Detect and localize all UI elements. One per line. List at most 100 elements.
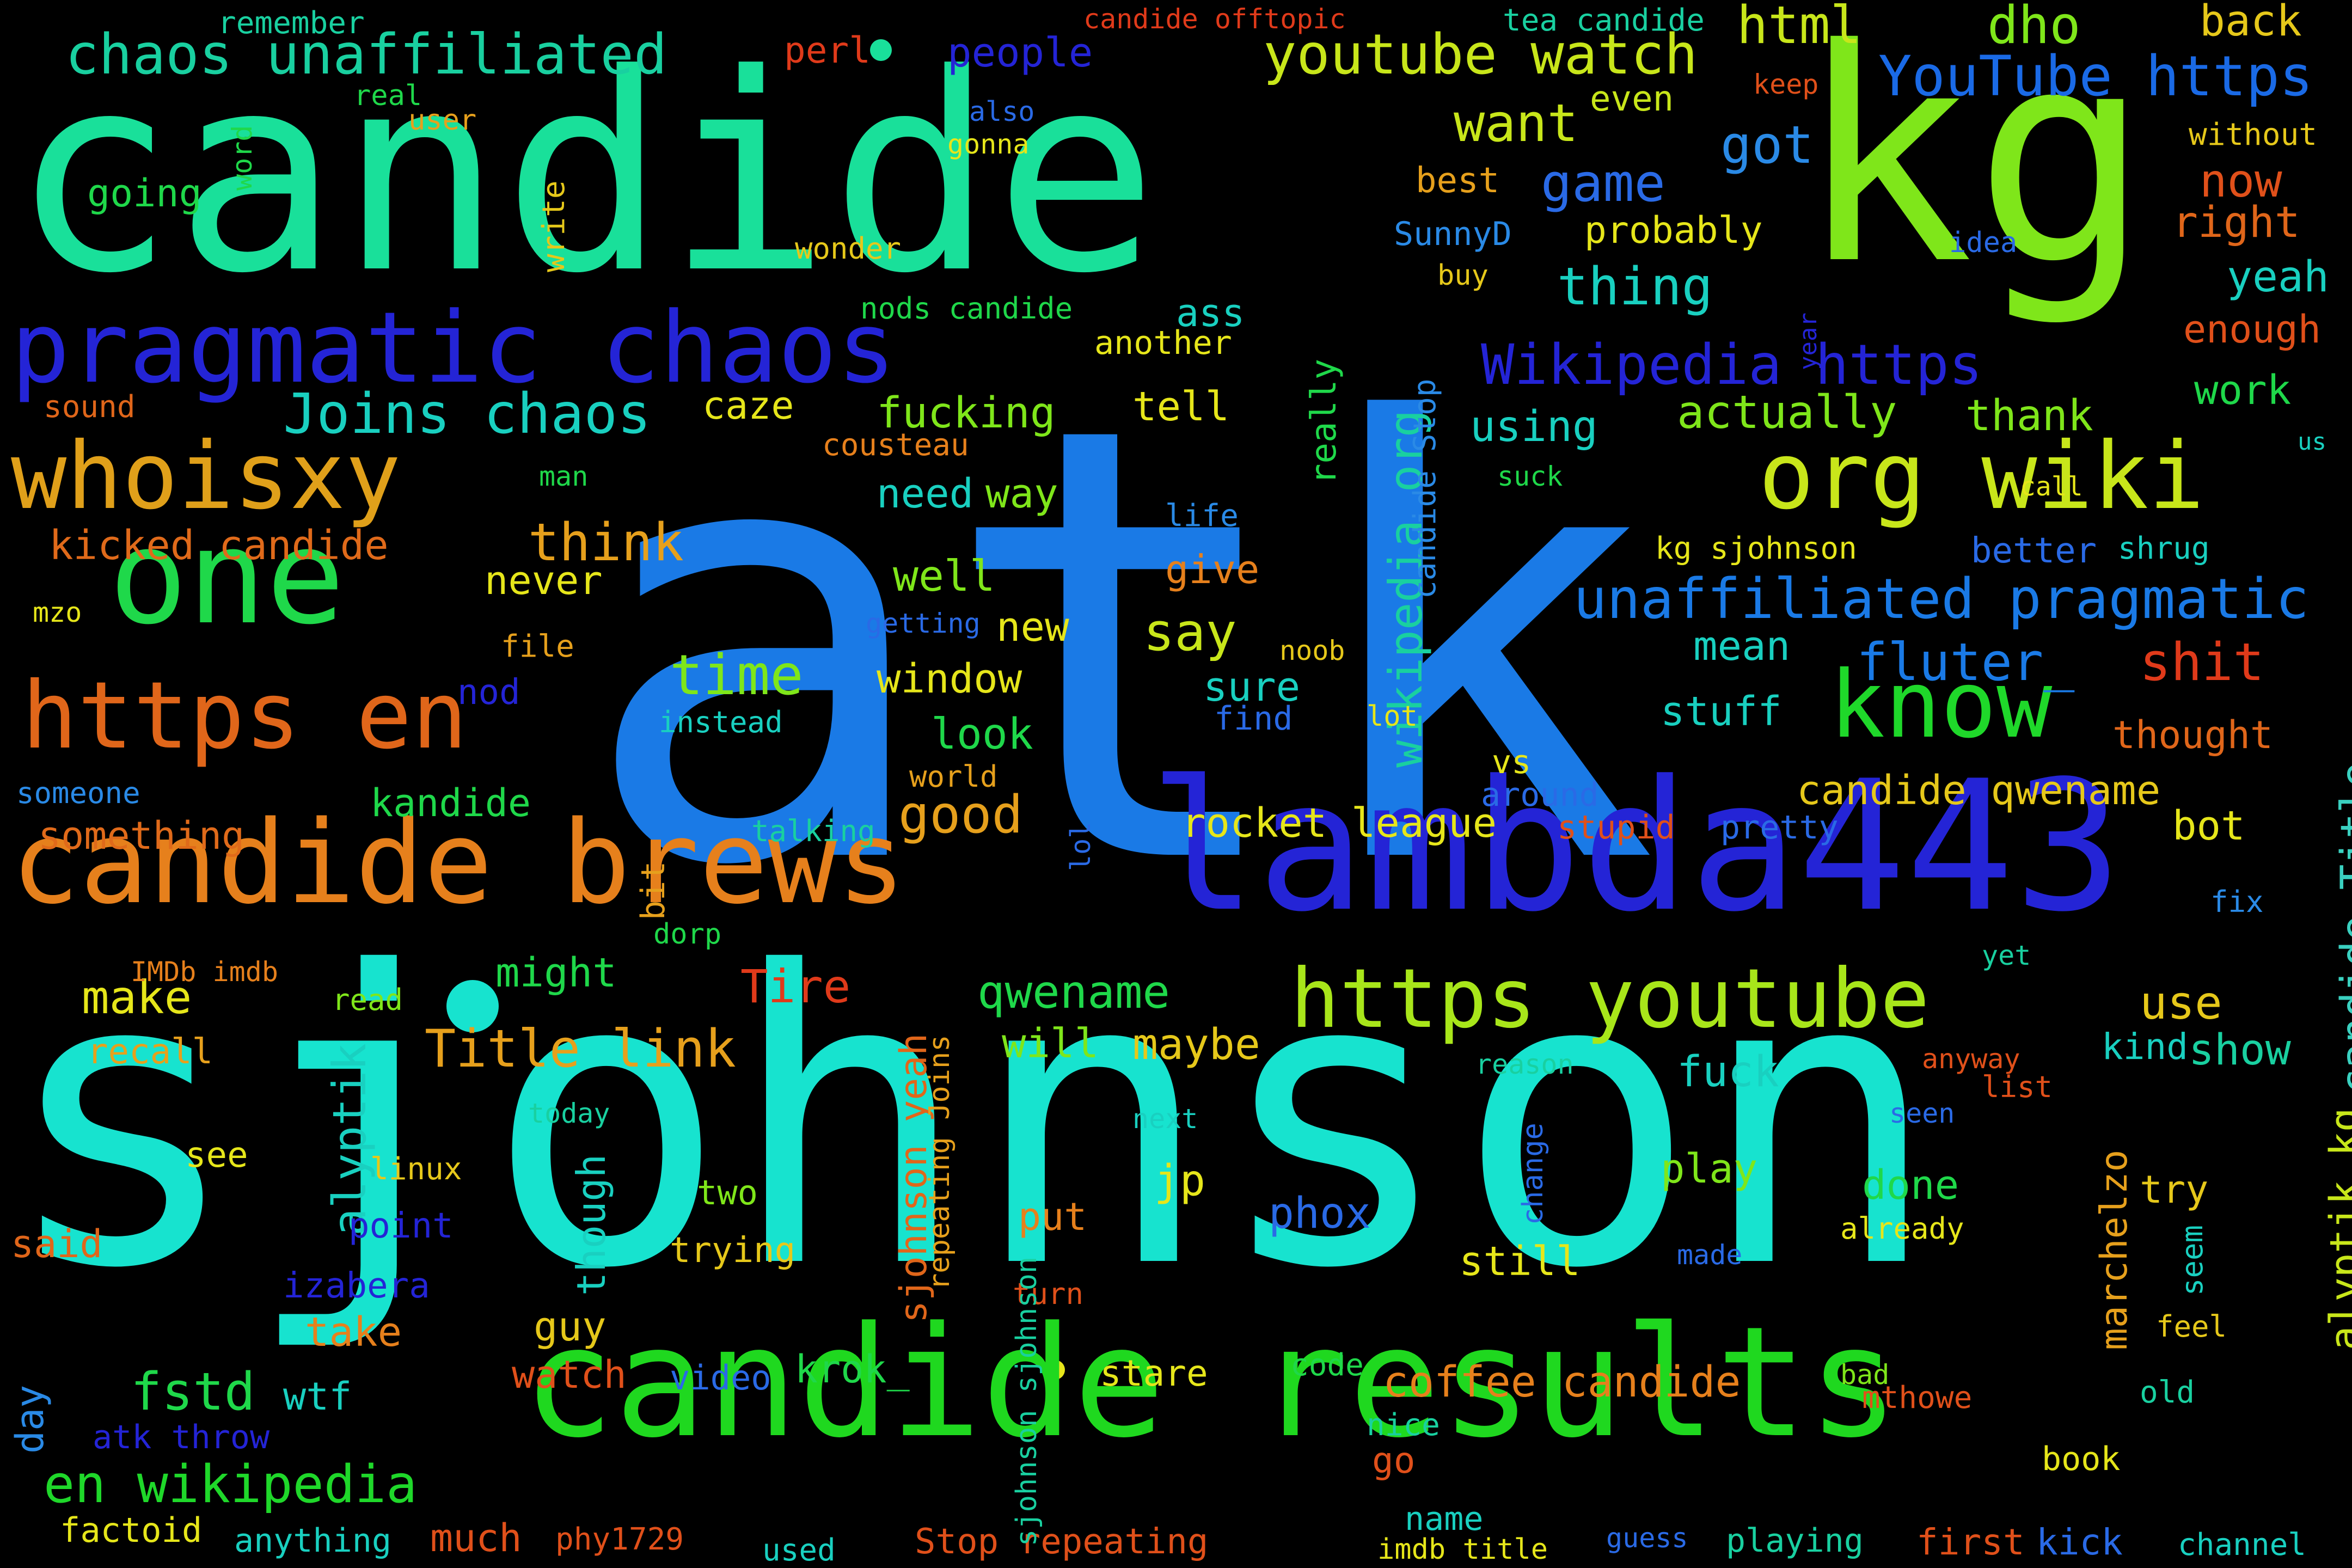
- cloud-word: still: [1459, 1238, 1581, 1285]
- cloud-word: https en: [22, 662, 468, 770]
- cloud-word: mzo: [33, 597, 82, 628]
- cloud-word: book: [2042, 1440, 2121, 1478]
- cloud-word: pretty: [1720, 808, 1839, 847]
- cloud-word: anyway: [1922, 1043, 2020, 1075]
- cloud-word: atk: [577, 299, 1659, 996]
- cloud-word: YouTube https: [1878, 44, 2313, 109]
- cloud-word: Joins chaos: [283, 382, 651, 446]
- cloud-word: video: [670, 1358, 771, 1398]
- cloud-word: en wikipedia: [44, 1455, 418, 1515]
- cloud-word: code: [1290, 1347, 1364, 1383]
- cloud-word: see: [185, 1135, 248, 1175]
- cloud-word: first: [1916, 1521, 2025, 1563]
- cloud-word: stare: [1100, 1352, 1208, 1394]
- cloud-word: remember: [218, 5, 365, 41]
- cloud-word: want: [1454, 94, 1578, 154]
- cloud-word: unaffiliated pragmatic: [1573, 567, 2310, 632]
- cloud-word: something: [38, 813, 245, 858]
- cloud-word: mthowe: [1862, 1380, 1973, 1416]
- cloud-word: kg sjohnson: [1655, 531, 1857, 566]
- cloud-word: work: [2194, 367, 2292, 414]
- cloud-word: qwename: [977, 965, 1171, 1019]
- cloud-word: jp: [1154, 1156, 1205, 1205]
- cloud-word: seen: [1889, 1098, 1955, 1129]
- cloud-word: gonna: [947, 128, 1030, 160]
- cloud-word: best: [1416, 161, 1500, 201]
- cloud-word: nod: [457, 672, 520, 713]
- cloud-word: read: [332, 983, 403, 1017]
- cloud-word: actually: [1677, 385, 1897, 439]
- cloud-word: new: [996, 604, 1069, 651]
- cloud-word: probably: [1584, 209, 1763, 252]
- cloud-word: said: [11, 1222, 103, 1266]
- cloud-word: need: [877, 470, 974, 517]
- cloud-word: kg: [1797, 0, 2151, 329]
- cloud-word: candide results: [523, 1294, 1900, 1472]
- cloud-word: time: [670, 643, 804, 708]
- cloud-word: dho: [1987, 0, 2081, 56]
- cloud-word: guess: [1606, 1522, 1688, 1554]
- cloud-word: well: [893, 552, 995, 601]
- cloud-word: good: [898, 785, 1023, 845]
- cloud-word: reason: [1475, 1049, 1574, 1080]
- cloud-word: next: [1132, 1103, 1198, 1135]
- cloud-word: nice: [1367, 1407, 1440, 1443]
- cloud-word: think: [528, 513, 684, 573]
- cloud-word: also: [969, 96, 1035, 127]
- cloud-word: fluter_: [1857, 633, 2075, 693]
- cloud-word: atk throw: [93, 1418, 270, 1456]
- cloud-word: ass: [1176, 291, 1245, 335]
- cloud-word: buy: [1437, 259, 1489, 292]
- cloud-word: candide Title: [2332, 762, 2352, 1094]
- cloud-word: made: [1677, 1239, 1743, 1271]
- cloud-word: noob: [1279, 635, 1345, 666]
- cloud-word: getting: [866, 608, 981, 639]
- cloud-word: fstd: [131, 1362, 255, 1422]
- dot-mark: [1045, 1360, 1065, 1380]
- cloud-word: playing: [1726, 1522, 1864, 1560]
- cloud-word: nods candide: [860, 291, 1073, 326]
- cloud-word: keep: [1753, 69, 1819, 100]
- cloud-word: marchelzo: [2093, 1149, 2136, 1350]
- cloud-word: idea: [1949, 226, 2018, 259]
- cloud-word: make: [82, 971, 192, 1024]
- cloud-word: tea candide: [1503, 3, 1705, 38]
- cloud-word: kicked candide: [49, 522, 389, 569]
- cloud-word: candide brews: [11, 796, 906, 929]
- cloud-word: fix: [2210, 885, 2264, 919]
- cloud-word: sjohnson: [0, 887, 1941, 1356]
- cloud-word: rocket league: [1181, 800, 1497, 847]
- cloud-word: find: [1214, 700, 1293, 738]
- cloud-word: factoid: [60, 1510, 203, 1550]
- cloud-word: kick: [2036, 1521, 2123, 1563]
- cloud-word: watch: [512, 1352, 627, 1397]
- cloud-word: world: [909, 759, 998, 794]
- cloud-word: back: [2200, 0, 2302, 46]
- cloud-word: candide: [11, 16, 1159, 333]
- cloud-word: yet: [1982, 940, 2031, 971]
- cloud-word: recall: [87, 1032, 213, 1072]
- cloud-word: put: [1018, 1195, 1087, 1239]
- cloud-word: https youtube: [1290, 952, 1930, 1046]
- cloud-word: sure: [1203, 664, 1301, 710]
- cloud-word: Wikipedia https: [1481, 333, 1983, 397]
- cloud-word: though: [568, 1154, 614, 1296]
- cloud-word: better: [1971, 531, 2097, 571]
- cloud-word: dorp: [653, 918, 722, 951]
- cloud-word: Stop repeating: [915, 1522, 1209, 1562]
- cloud-word: user: [408, 104, 477, 137]
- cloud-word: sjohnson sjohnson: [1010, 1256, 1043, 1546]
- cloud-word: Title link: [425, 1019, 736, 1079]
- cloud-word: call: [2020, 471, 2083, 502]
- cloud-word: caze: [702, 383, 794, 428]
- cloud-word: enough: [2183, 307, 2321, 352]
- cloud-word: candide offtopic: [1083, 3, 1346, 35]
- cloud-word: write: [536, 180, 572, 272]
- cloud-word: thought: [2112, 713, 2274, 757]
- cloud-word: IMDb imdb: [131, 956, 278, 988]
- cloud-word: candide qwename: [1797, 767, 2161, 814]
- cloud-word: tell: [1132, 383, 1230, 430]
- cloud-word: might: [495, 950, 617, 996]
- cloud-word: really: [1304, 358, 1344, 485]
- cloud-word: trying: [670, 1230, 796, 1271]
